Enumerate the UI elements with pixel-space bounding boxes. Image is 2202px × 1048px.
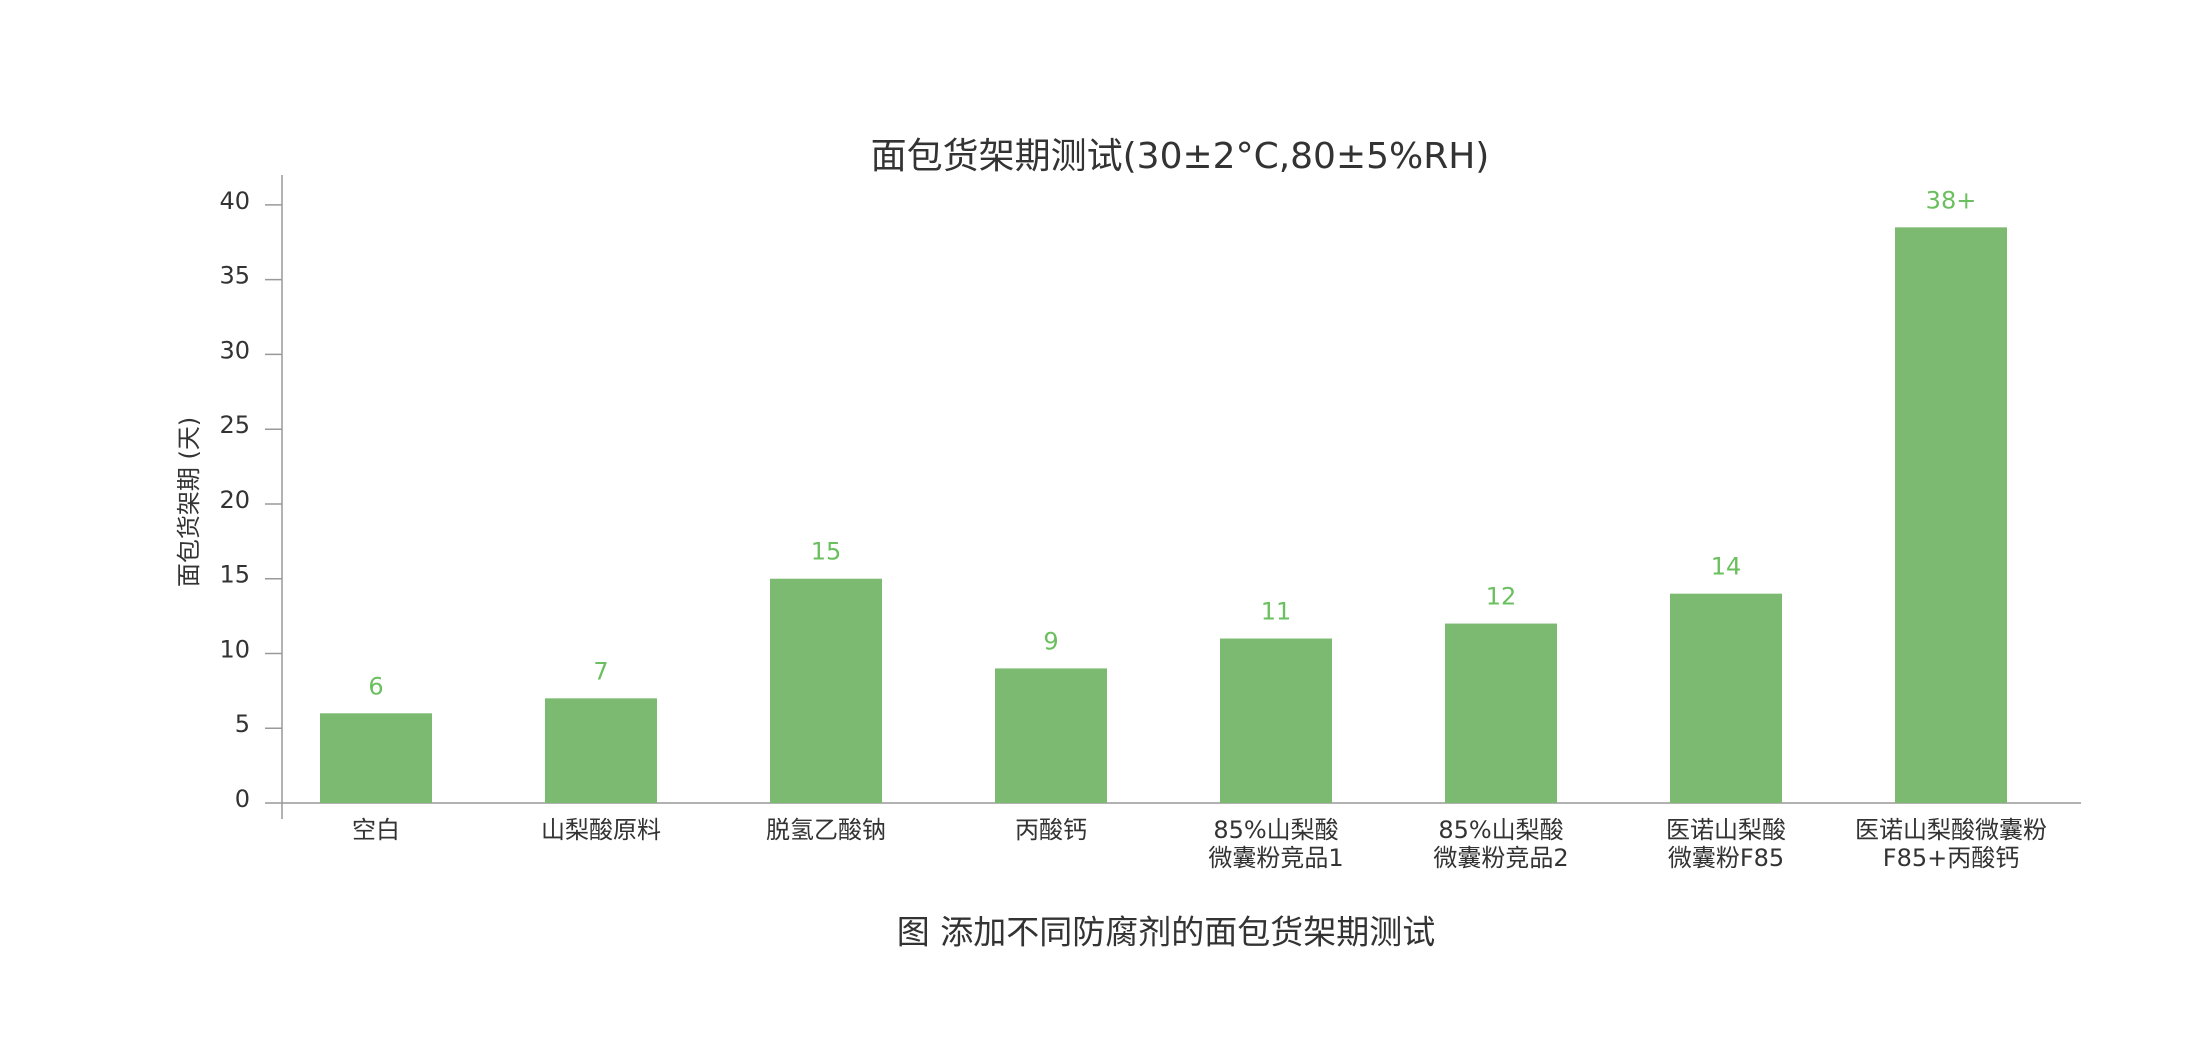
x-tick-label: 丙酸钙: [1015, 816, 1087, 844]
y-tick-label: 20: [219, 486, 250, 514]
value-label: 14: [1711, 553, 1742, 581]
y-tick-label: 10: [219, 635, 250, 663]
x-tick-label: 空白: [352, 816, 400, 844]
bar: [1670, 593, 1782, 803]
value-label: 7: [593, 657, 608, 685]
caption: 图 添加不同防腐剂的面包货架期测试: [897, 913, 1436, 952]
y-tick-label: 15: [219, 561, 250, 589]
value-label: 6: [368, 672, 383, 700]
bar: [1895, 227, 2007, 804]
value-label: 38+: [1926, 186, 1977, 214]
bar: [1220, 638, 1332, 803]
value-label: 12: [1486, 583, 1517, 611]
x-tick-label: 医诺山梨酸微囊粉F85: [1666, 816, 1786, 872]
bar: [1445, 623, 1557, 803]
x-tick-label: 脱氢乙酸钠: [766, 816, 886, 844]
y-tick-label: 25: [219, 411, 250, 439]
bar: [995, 668, 1107, 803]
x-tick-label: 山梨酸原料: [541, 816, 661, 844]
x-tick-label: 医诺山梨酸微囊粉 F85+丙酸钙: [1855, 816, 2047, 872]
y-tick-label: 35: [219, 262, 250, 290]
value-label: 15: [811, 538, 842, 566]
y-tick-label: 30: [219, 336, 250, 364]
bar: [545, 698, 657, 803]
value-label: 9: [1043, 627, 1058, 655]
y-tick-label: 0: [235, 785, 250, 813]
bar: [770, 578, 882, 803]
y-tick-label: 40: [219, 187, 250, 215]
chart-title: 面包货架期测试(30±2°C,80±5%RH): [871, 136, 1490, 177]
value-label: 11: [1261, 598, 1292, 626]
y-tick-label: 5: [235, 710, 250, 738]
bar: [320, 713, 432, 803]
y-axis-label: 面包货架期 (天): [175, 417, 203, 587]
x-tick-label: 85%山梨酸微囊粉竞品1: [1208, 816, 1343, 872]
x-tick-label: 85%山梨酸微囊粉竞品2: [1433, 816, 1568, 872]
